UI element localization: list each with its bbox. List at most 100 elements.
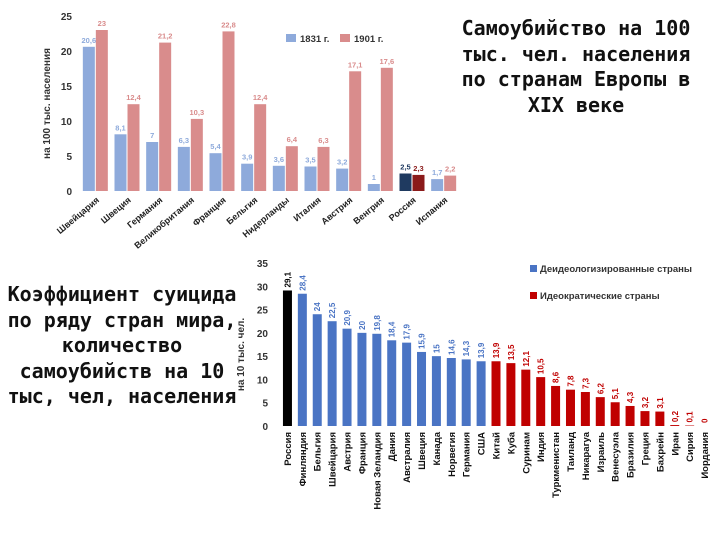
x-tick-label: Швейцария xyxy=(328,432,339,487)
data-label: 0 xyxy=(701,418,710,423)
data-label: 0,2 xyxy=(671,410,680,422)
bar xyxy=(222,31,235,192)
data-label: 14,3 xyxy=(462,340,471,356)
bar xyxy=(282,290,292,426)
data-label: 8,6 xyxy=(552,371,561,383)
bar xyxy=(431,179,444,191)
y-tick-label: 20 xyxy=(61,47,73,58)
data-label: 3,6 xyxy=(274,155,284,164)
data-label: 17,6 xyxy=(380,57,395,66)
bar xyxy=(317,146,330,191)
bar xyxy=(327,321,337,426)
data-label: 6,3 xyxy=(318,136,328,145)
x-tick-label: Суринам xyxy=(521,432,532,474)
x-tick-label: Индия xyxy=(536,432,547,462)
x-tick-label: Австралия xyxy=(402,432,413,483)
legend-label: Деидеологизированные страны xyxy=(540,264,692,275)
x-tick-label: Никарагуа xyxy=(581,431,592,480)
x-tick-label: Бельгия xyxy=(313,432,324,471)
bar xyxy=(95,30,108,191)
data-label: 7,8 xyxy=(566,375,575,387)
data-label: 17,9 xyxy=(403,324,412,340)
bar xyxy=(476,361,486,426)
y-tick-label: 35 xyxy=(257,259,269,270)
legend-label: 1901 г. xyxy=(354,34,383,45)
data-label: 7,3 xyxy=(581,377,590,389)
x-tick-label: США xyxy=(477,432,488,455)
bar xyxy=(127,104,140,191)
bar xyxy=(349,71,362,191)
data-label: 19,8 xyxy=(373,315,382,331)
y-tick-label: 15 xyxy=(61,82,73,93)
x-tick-label: Новая Зеландия xyxy=(372,432,383,510)
bar xyxy=(342,328,352,426)
bar xyxy=(241,163,254,191)
y-axis-label: на 100 тыс. населения xyxy=(42,48,53,159)
y-tick-label: 5 xyxy=(262,399,268,410)
legend-swatch xyxy=(530,265,537,272)
x-tick-label: Венесуэла xyxy=(611,431,622,482)
y-tick-label: 10 xyxy=(61,117,73,128)
bar xyxy=(82,46,95,191)
legend-swatch xyxy=(340,34,350,42)
bar xyxy=(625,405,635,426)
data-label: 13,5 xyxy=(507,344,516,360)
bar xyxy=(146,142,159,191)
x-tick-label: Таиланд xyxy=(566,432,577,472)
y-tick-label: 0 xyxy=(66,187,72,198)
data-label: 6,3 xyxy=(179,136,189,145)
data-label: 24 xyxy=(313,302,322,311)
data-label: 20,6 xyxy=(82,36,97,45)
x-tick-label: Туркменистан xyxy=(551,432,562,498)
data-label: 12,4 xyxy=(253,93,268,102)
bar xyxy=(372,333,382,426)
data-label: 10,5 xyxy=(537,358,546,374)
data-label: 3,2 xyxy=(641,396,650,408)
data-label: 0,1 xyxy=(686,411,695,423)
data-label: 15 xyxy=(432,344,441,353)
bar xyxy=(506,363,516,426)
data-label: 1 xyxy=(372,173,376,182)
x-tick-label: Россия xyxy=(283,432,294,466)
x-tick-label: Канада xyxy=(432,431,443,465)
data-label: 17,1 xyxy=(348,60,363,69)
data-label: 6,2 xyxy=(596,382,605,394)
bar xyxy=(521,369,531,426)
data-label: 28,4 xyxy=(298,275,307,291)
bar xyxy=(444,175,457,191)
bar xyxy=(431,356,441,426)
y-tick-label: 25 xyxy=(257,306,269,317)
data-label: 20,9 xyxy=(343,310,352,326)
data-label: 7 xyxy=(150,131,154,140)
bar xyxy=(285,146,298,191)
bar xyxy=(536,377,546,426)
data-label: 4,3 xyxy=(626,391,635,403)
data-label: 3,9 xyxy=(242,153,252,162)
bar xyxy=(380,67,393,191)
data-label: 2,2 xyxy=(445,165,455,174)
y-tick-label: 20 xyxy=(257,329,269,340)
data-label: 2,5 xyxy=(400,163,410,172)
legend-label: 1831 г. xyxy=(300,34,329,45)
x-tick-label: Греция xyxy=(640,432,651,465)
legend-swatch xyxy=(286,34,296,42)
bar xyxy=(402,342,412,426)
bar xyxy=(387,340,397,426)
x-tick-label: Израиль xyxy=(596,432,607,473)
bar xyxy=(159,42,172,191)
y-tick-label: 10 xyxy=(257,375,269,386)
bar xyxy=(446,358,456,426)
y-tick-label: 30 xyxy=(257,282,269,293)
data-label: 2,3 xyxy=(413,164,423,173)
x-tick-label: Швеция xyxy=(417,432,428,470)
x-tick-label: Китай xyxy=(492,432,503,460)
bar xyxy=(595,397,605,426)
bar xyxy=(312,314,322,426)
bar xyxy=(367,184,380,191)
data-label: 5,1 xyxy=(611,388,620,400)
data-label: 22,5 xyxy=(328,302,337,318)
data-label: 12,4 xyxy=(126,93,141,102)
bar xyxy=(461,359,471,426)
